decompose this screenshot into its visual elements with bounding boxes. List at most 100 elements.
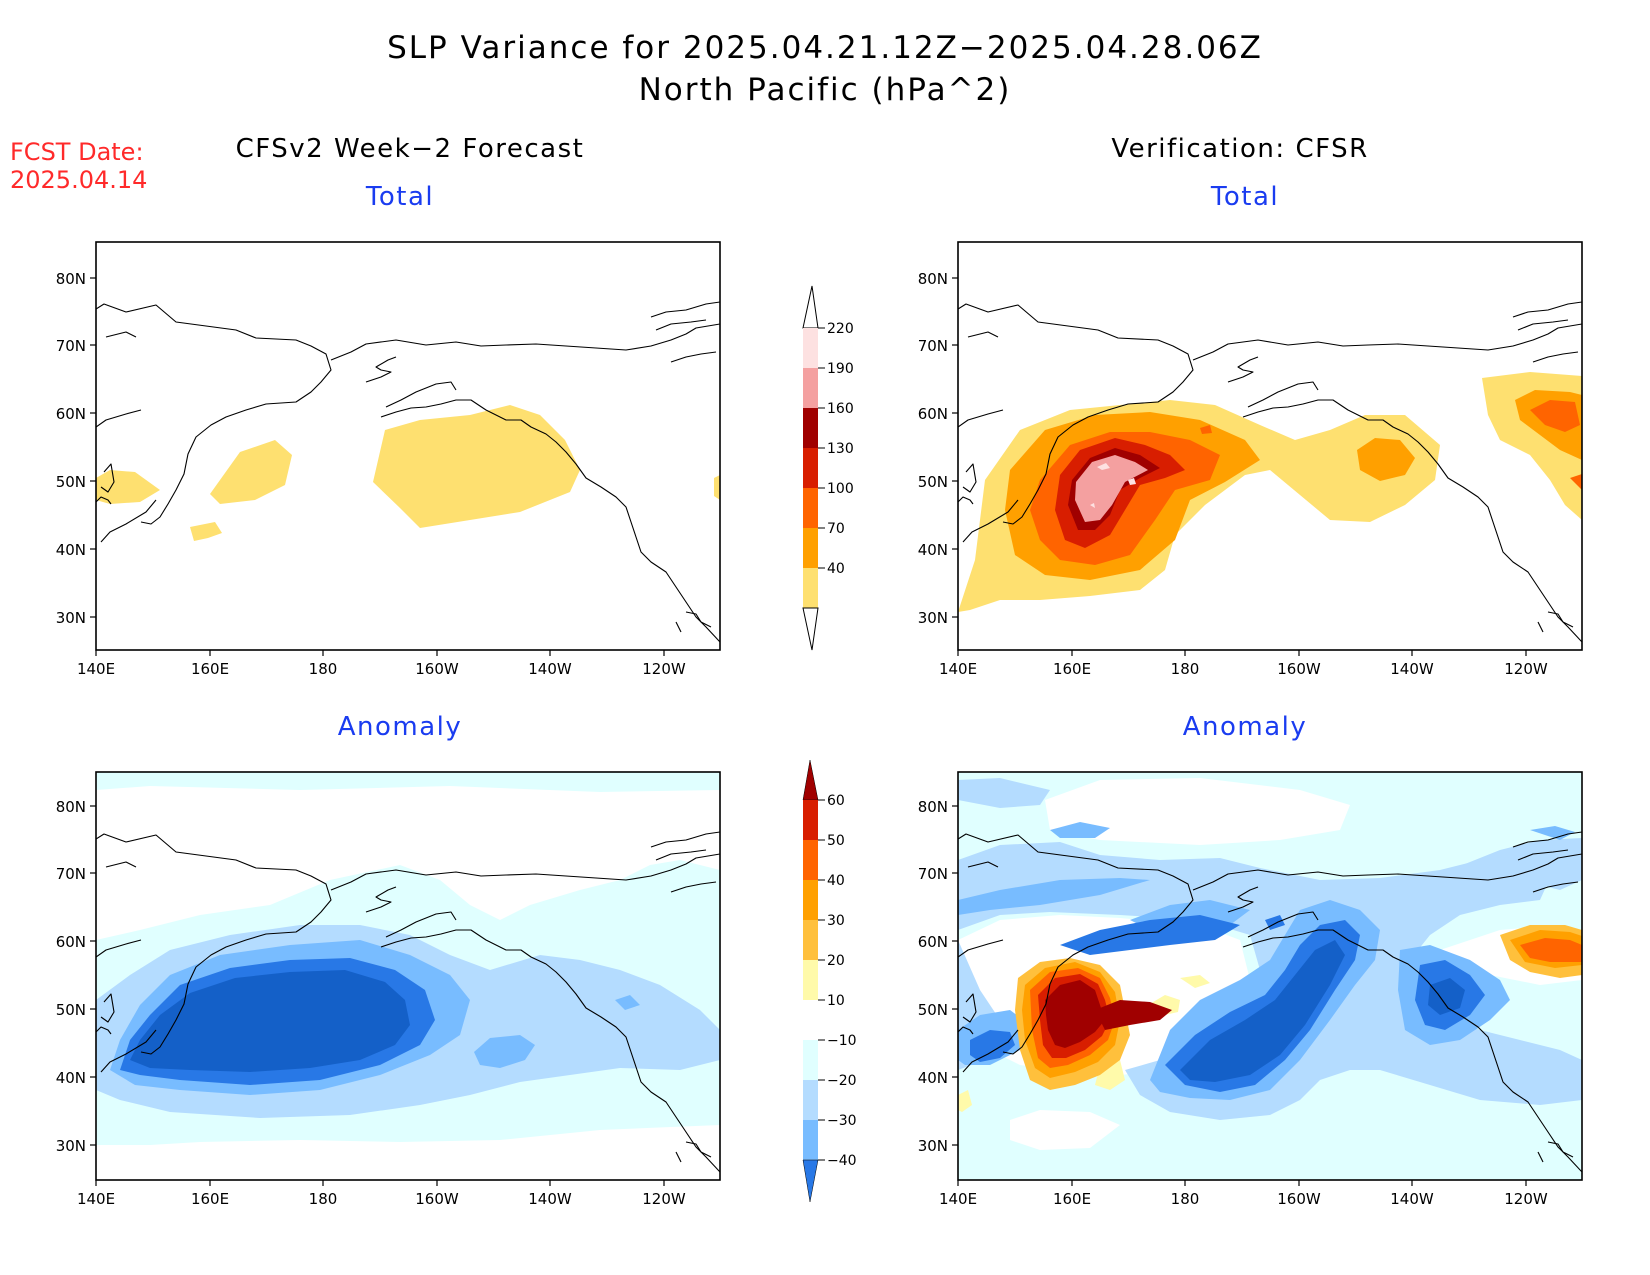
colorbar-swatch [803, 840, 818, 880]
x-tick-label: 160W [415, 1190, 459, 1208]
x-tick-label: 140W [528, 660, 572, 678]
y-tick-label: 60N [918, 933, 948, 951]
x-tick-label: 140W [528, 1190, 572, 1208]
y-tick-label: 60N [918, 405, 948, 423]
colorbar-label: −20 [827, 1073, 857, 1089]
y-tick-label: 40N [918, 1069, 948, 1087]
colorbar-label: 190 [827, 361, 854, 377]
forecast-date-label: FCST Date: [10, 138, 144, 166]
colorbar-label: −30 [827, 1113, 857, 1129]
figure-title-line2: North Pacific (hPa^2) [638, 72, 1012, 108]
y-tick-label: 30N [918, 1137, 948, 1155]
x-tick-label: 160E [191, 660, 229, 678]
y-tick-label: 30N [56, 1137, 86, 1155]
colorbar-label: 100 [827, 481, 854, 497]
colorbar-label: 160 [827, 401, 854, 417]
colorbar-label: 220 [827, 321, 854, 337]
forecast-anomaly-title: Anomaly [337, 712, 463, 742]
y-tick-label: 30N [918, 609, 948, 627]
x-tick-label: 160W [1277, 660, 1321, 678]
x-tick-label: 140E [939, 660, 977, 678]
colorbar-swatch [803, 1000, 818, 1040]
colorbar-label: −40 [827, 1153, 857, 1169]
colorbar-label: 40 [827, 561, 845, 577]
forecast-total-title: Total [365, 182, 435, 212]
colorbar-label: 70 [827, 521, 845, 537]
verification-column-title: Verification: CFSR [1111, 134, 1369, 164]
y-tick-label: 80N [918, 798, 948, 816]
x-tick-label: 180 [309, 1190, 338, 1208]
colorbar-label: 50 [827, 833, 845, 849]
y-tick-label: 80N [918, 270, 948, 288]
x-tick-label: 160E [191, 1190, 229, 1208]
y-tick-label: 80N [56, 270, 86, 288]
x-tick-label: 140W [1390, 1190, 1434, 1208]
y-tick-label: 40N [56, 541, 86, 559]
x-tick-label: 180 [1171, 660, 1200, 678]
y-tick-label: 50N [56, 473, 86, 491]
colorbar-swatch [803, 880, 818, 920]
x-tick-label: 140E [77, 1190, 115, 1208]
x-tick-label: 120W [1504, 660, 1548, 678]
x-tick-label: 140E [939, 1190, 977, 1208]
total-colorbar: 220 190 160 130 100 70 40 [802, 285, 854, 651]
forecast-column-title: CFSv2 Week−2 Forecast [235, 134, 585, 164]
x-tick-label: 120W [642, 660, 686, 678]
x-tick-label: 160W [415, 660, 459, 678]
colorbar-swatch [803, 368, 818, 408]
colorbar-swatch [803, 1080, 818, 1120]
forecast-anomaly-map [95, 771, 721, 1181]
x-tick-label: 160E [1053, 660, 1091, 678]
forecast-date: FCST Date: 2025.04.14 [10, 138, 147, 194]
y-tick-label: 60N [56, 405, 86, 423]
verification-anomaly-map [957, 771, 1583, 1181]
colorbar-swatch [803, 568, 818, 608]
y-tick-label: 70N [56, 865, 86, 883]
colorbar-label: −10 [827, 1033, 857, 1049]
colorbar-swatch [803, 960, 818, 1000]
colorbar-swatch [803, 1120, 818, 1160]
colorbar-label: 10 [827, 993, 845, 1009]
tick-marks [90, 277, 1527, 1186]
y-tick-label: 30N [56, 609, 86, 627]
colorbar-swatch [803, 488, 818, 528]
y-tick-label: 50N [918, 1001, 948, 1019]
y-tick-label: 70N [918, 337, 948, 355]
colorbar-swatch [803, 328, 818, 368]
forecast-date-value: 2025.04.14 [10, 166, 148, 194]
figure-title-line1: SLP Variance for 2025.04.21.12Z−2025.04.… [387, 30, 1263, 66]
colorbar-label: 30 [827, 913, 845, 929]
colorbar-label: 60 [827, 793, 845, 809]
y-tick-label: 40N [56, 1069, 86, 1087]
y-tick-label: 60N [56, 933, 86, 951]
verification-total-map [957, 241, 1583, 651]
y-tick-label: 50N [56, 1001, 86, 1019]
colorbar-label: 40 [827, 873, 845, 889]
x-tick-label: 180 [1171, 1190, 1200, 1208]
y-tick-label: 70N [918, 865, 948, 883]
y-tick-label: 70N [56, 337, 86, 355]
colorbar-swatch [803, 800, 818, 840]
x-tick-label: 160W [1277, 1190, 1321, 1208]
anomaly-colorbar: 60 50 40 30 20 10 −10 −20 −30 −40 [802, 759, 857, 1203]
verification-total-title: Total [1210, 182, 1280, 212]
colorbar-swatch [803, 408, 818, 448]
colorbar-swatch [803, 1040, 818, 1080]
colorbar-label: 20 [827, 953, 845, 969]
x-tick-label: 120W [642, 1190, 686, 1208]
y-tick-label: 40N [918, 541, 948, 559]
x-tick-label: 160E [1053, 1190, 1091, 1208]
y-tick-label: 80N [56, 798, 86, 816]
colorbar-label: 130 [827, 441, 854, 457]
colorbar-swatch [803, 448, 818, 488]
x-tick-label: 140E [77, 660, 115, 678]
colorbar-swatch [803, 528, 818, 568]
verification-anomaly-title: Anomaly [1182, 712, 1308, 742]
x-tick-label: 140W [1390, 660, 1434, 678]
x-tick-label: 120W [1504, 1190, 1548, 1208]
y-tick-label: 50N [918, 473, 948, 491]
forecast-total-map [95, 241, 721, 651]
x-tick-label: 180 [309, 660, 338, 678]
